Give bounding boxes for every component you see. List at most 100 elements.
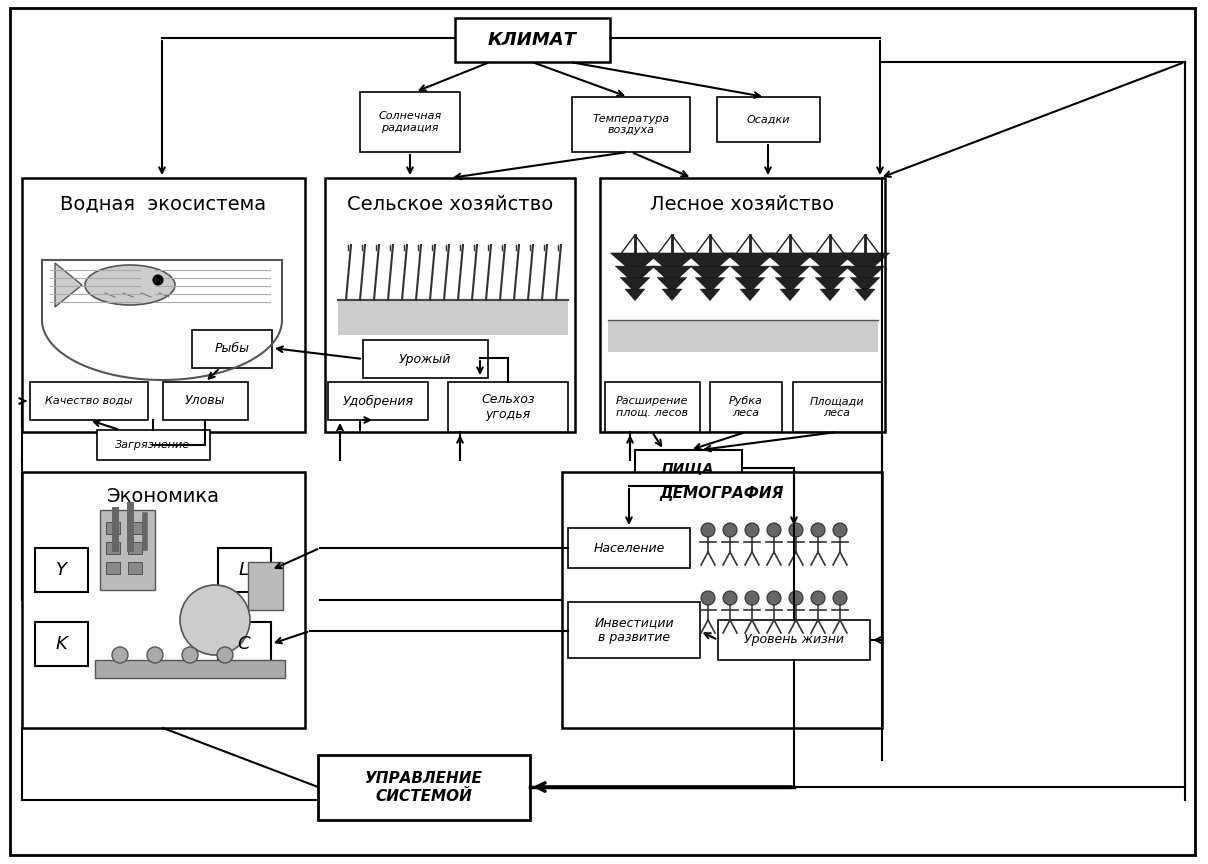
FancyBboxPatch shape <box>635 450 742 486</box>
Circle shape <box>745 591 759 605</box>
FancyBboxPatch shape <box>192 330 272 368</box>
FancyBboxPatch shape <box>360 92 460 152</box>
FancyBboxPatch shape <box>573 97 690 152</box>
Text: Сельхоз
угодья: Сельхоз угодья <box>481 393 535 421</box>
Text: Урожый: Урожый <box>399 353 451 365</box>
Ellipse shape <box>85 265 175 305</box>
Text: Рыбы: Рыбы <box>215 342 250 355</box>
Text: Температура
воздуха: Температура воздуха <box>592 114 669 136</box>
FancyBboxPatch shape <box>22 178 304 432</box>
Text: Расширение
площ. лесов: Расширение площ. лесов <box>616 397 689 418</box>
Text: Лесное хозяйство: Лесное хозяйство <box>650 194 834 213</box>
Text: Рубка
леса: Рубка леса <box>730 397 763 418</box>
Polygon shape <box>855 289 875 301</box>
FancyBboxPatch shape <box>325 178 575 432</box>
Circle shape <box>834 591 847 605</box>
FancyBboxPatch shape <box>217 622 271 666</box>
Polygon shape <box>806 253 854 275</box>
FancyBboxPatch shape <box>128 562 143 574</box>
FancyBboxPatch shape <box>163 382 248 420</box>
Polygon shape <box>846 266 884 284</box>
FancyBboxPatch shape <box>455 18 610 62</box>
Polygon shape <box>95 660 285 678</box>
FancyBboxPatch shape <box>128 542 143 554</box>
Polygon shape <box>771 266 809 284</box>
Circle shape <box>701 523 715 537</box>
Text: Население: Население <box>593 542 664 555</box>
Text: Качество воды: Качество воды <box>46 396 133 406</box>
Polygon shape <box>725 253 774 275</box>
Text: Водная  экосистема: Водная экосистема <box>60 194 266 213</box>
Polygon shape <box>776 277 805 292</box>
Polygon shape <box>338 300 568 335</box>
Circle shape <box>724 523 737 537</box>
Polygon shape <box>690 266 730 284</box>
Text: КЛИМАТ: КЛИМАТ <box>488 31 576 49</box>
Polygon shape <box>850 277 879 292</box>
Circle shape <box>811 591 825 605</box>
Polygon shape <box>657 277 687 292</box>
Text: ПИЩА: ПИЩА <box>662 461 714 475</box>
Text: ДЕМОГРАФИЯ: ДЕМОГРАФИЯ <box>660 486 784 501</box>
Polygon shape <box>741 289 760 301</box>
Circle shape <box>834 523 847 537</box>
FancyBboxPatch shape <box>128 522 143 534</box>
Text: Сельское хозяйство: Сельское хозяйство <box>347 194 553 213</box>
Text: Площади
леса: Площади леса <box>809 397 864 418</box>
FancyBboxPatch shape <box>217 548 271 592</box>
Text: Уловы: Уловы <box>185 395 225 408</box>
Polygon shape <box>610 253 660 275</box>
Text: Загрязнение: Загрязнение <box>116 440 191 450</box>
Text: C: C <box>238 635 250 653</box>
Circle shape <box>745 523 759 537</box>
Circle shape <box>767 523 782 537</box>
Polygon shape <box>701 289 720 301</box>
Text: УПРАВЛЕНИЕ
СИСТЕМОЙ: УПРАВЛЕНИЕ СИСТЕМОЙ <box>365 772 483 804</box>
Circle shape <box>811 523 825 537</box>
FancyBboxPatch shape <box>30 382 149 420</box>
Text: Осадки: Осадки <box>747 115 790 124</box>
FancyBboxPatch shape <box>318 755 530 820</box>
Polygon shape <box>820 289 840 301</box>
Circle shape <box>767 591 782 605</box>
Text: Y: Y <box>56 561 66 579</box>
FancyBboxPatch shape <box>562 472 882 728</box>
FancyBboxPatch shape <box>35 622 88 666</box>
Polygon shape <box>56 263 82 307</box>
Polygon shape <box>620 277 650 292</box>
Polygon shape <box>626 289 645 301</box>
Polygon shape <box>815 277 844 292</box>
Circle shape <box>789 591 803 605</box>
Circle shape <box>724 591 737 605</box>
Polygon shape <box>780 289 800 301</box>
FancyBboxPatch shape <box>568 528 690 568</box>
Polygon shape <box>647 253 697 275</box>
Polygon shape <box>736 277 765 292</box>
FancyBboxPatch shape <box>362 340 488 378</box>
Circle shape <box>789 523 803 537</box>
FancyBboxPatch shape <box>22 472 304 728</box>
FancyBboxPatch shape <box>97 430 210 460</box>
Text: Экономика: Экономика <box>106 486 220 505</box>
FancyBboxPatch shape <box>35 548 88 592</box>
FancyBboxPatch shape <box>248 562 283 610</box>
Text: K: K <box>56 635 66 653</box>
Circle shape <box>153 275 163 285</box>
Polygon shape <box>662 289 681 301</box>
FancyBboxPatch shape <box>718 620 870 660</box>
FancyBboxPatch shape <box>718 97 820 142</box>
Polygon shape <box>685 253 734 275</box>
Polygon shape <box>841 253 889 275</box>
FancyBboxPatch shape <box>106 562 120 574</box>
Circle shape <box>147 647 163 663</box>
Polygon shape <box>652 266 692 284</box>
FancyBboxPatch shape <box>329 382 428 420</box>
Polygon shape <box>811 266 849 284</box>
FancyBboxPatch shape <box>106 542 120 554</box>
FancyBboxPatch shape <box>710 382 782 432</box>
Circle shape <box>112 647 128 663</box>
Polygon shape <box>696 277 725 292</box>
FancyBboxPatch shape <box>568 602 699 658</box>
FancyBboxPatch shape <box>600 178 885 432</box>
FancyBboxPatch shape <box>100 510 155 590</box>
